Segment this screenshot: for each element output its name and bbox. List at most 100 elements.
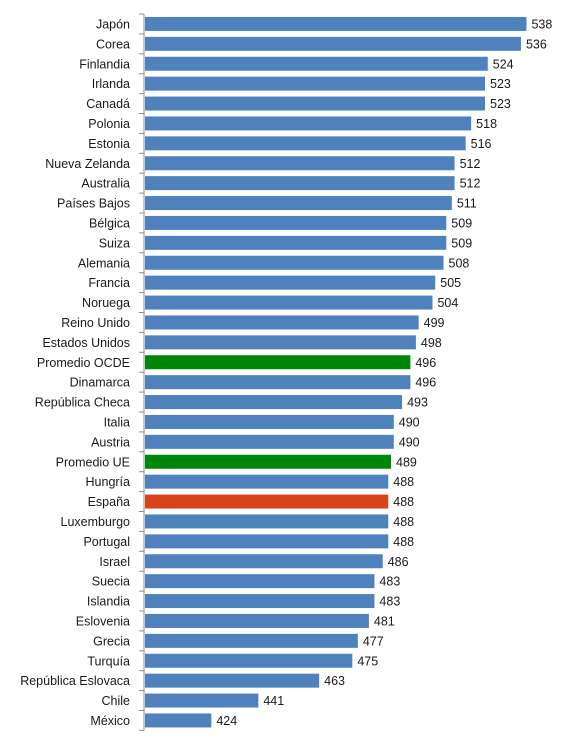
- bar-irlanda: [145, 76, 486, 91]
- category-label-noruega: Noruega: [82, 296, 130, 310]
- value-label-noruega: 504: [437, 296, 458, 310]
- bar-japon: [145, 16, 527, 31]
- category-label-nueva-zelanda: Nueva Zelanda: [45, 157, 130, 171]
- bar-polonia: [145, 116, 472, 131]
- category-label-estonia: Estonia: [88, 137, 130, 151]
- category-label-portugal: Portugal: [83, 535, 130, 549]
- value-label-alemania: 508: [449, 256, 470, 270]
- category-label-suiza: Suiza: [99, 236, 130, 250]
- category-label-espana: España: [88, 495, 130, 509]
- value-label-grecia: 477: [363, 634, 384, 648]
- value-label-irlanda: 523: [490, 77, 511, 91]
- value-labels: 538 536 524 523 523 518 516 512 512 511 509 509 508 5…: [216, 17, 552, 728]
- category-label-eslovenia: Eslovenia: [76, 614, 130, 628]
- bar-estonia: [145, 136, 466, 151]
- category-label-republica-eslovaca: República Eslovaca: [20, 674, 130, 688]
- bar-portugal: [145, 534, 389, 549]
- value-label-dinamarca: 496: [415, 376, 436, 390]
- category-label-turquia: Turquía: [87, 654, 130, 668]
- value-label-reino-unido: 499: [424, 316, 445, 330]
- bar-hungria: [145, 474, 389, 489]
- value-label-promedio-ue: 489: [396, 455, 417, 469]
- category-label-francia: Francia: [88, 276, 130, 290]
- value-label-chile: 441: [263, 694, 284, 708]
- value-label-japon: 538: [531, 17, 552, 31]
- value-label-islandia: 483: [379, 595, 400, 609]
- value-label-austria: 490: [399, 435, 420, 449]
- category-label-paises-bajos: Países Bajos: [57, 197, 130, 211]
- category-label-irlanda: Irlanda: [92, 77, 130, 91]
- bar-suiza: [145, 235, 447, 250]
- category-labels: Japón Corea Finlandia Irlanda Canadá Polonia E…: [20, 17, 130, 728]
- value-label-italia: 490: [399, 415, 420, 429]
- category-label-dinamarca: Dinamarca: [70, 376, 130, 390]
- category-label-canada: Canadá: [86, 97, 130, 111]
- value-label-espana: 488: [393, 495, 414, 509]
- bar-israel: [145, 554, 383, 569]
- category-label-hungria: Hungría: [86, 475, 131, 489]
- category-label-grecia: Grecia: [93, 634, 130, 648]
- value-label-luxemburgo: 488: [393, 515, 414, 529]
- category-label-israel: Israel: [99, 555, 130, 569]
- value-label-republica-checa: 493: [407, 396, 428, 410]
- bar-estados-unidos: [145, 335, 416, 350]
- category-label-suecia: Suecia: [92, 575, 130, 589]
- bar-italia: [145, 414, 394, 429]
- bar-australia: [145, 176, 455, 191]
- category-label-belgica: Bélgica: [89, 216, 130, 230]
- category-label-luxemburgo: Luxemburgo: [61, 515, 131, 529]
- value-label-belgica: 509: [451, 216, 472, 230]
- category-label-japon: Japón: [96, 17, 130, 31]
- bar-luxemburgo: [145, 514, 389, 529]
- bar-canada: [145, 96, 486, 111]
- category-label-alemania: Alemania: [78, 256, 130, 270]
- category-label-australia: Australia: [81, 177, 130, 191]
- bar-nueva-zelanda: [145, 156, 455, 171]
- bar-belgica: [145, 215, 447, 230]
- value-label-israel: 486: [388, 555, 409, 569]
- value-label-eslovenia: 481: [374, 614, 395, 628]
- bar-promedio-ocde: [145, 355, 411, 370]
- category-label-islandia: Islandia: [87, 595, 130, 609]
- value-label-suiza: 509: [451, 236, 472, 250]
- bar-francia: [145, 275, 436, 290]
- bar-corea: [145, 36, 521, 51]
- category-label-chile: Chile: [102, 694, 131, 708]
- y-axis: [139, 13, 145, 731]
- value-label-estados-unidos: 498: [421, 336, 442, 350]
- value-label-mexico: 424: [216, 714, 237, 728]
- category-label-estados-unidos: Estados Unidos: [42, 336, 130, 350]
- bar-eslovenia: [145, 613, 369, 628]
- bar-republica-eslovaca: [145, 673, 320, 688]
- category-label-reino-unido: Reino Unido: [61, 316, 130, 330]
- value-label-polonia: 518: [476, 117, 497, 131]
- bar-chile: [145, 693, 259, 708]
- value-label-nueva-zelanda: 512: [460, 157, 481, 171]
- value-label-suecia: 483: [379, 575, 400, 589]
- bar-dinamarca: [145, 375, 411, 390]
- bar-islandia: [145, 594, 375, 609]
- category-label-austria: Austria: [91, 435, 130, 449]
- bar-republica-checa: [145, 395, 403, 410]
- category-label-finlandia: Finlandia: [79, 57, 130, 71]
- value-label-corea: 536: [526, 37, 547, 51]
- category-label-promedio-ocde: Promedio OCDE: [37, 356, 130, 370]
- bar-espana: [145, 494, 389, 509]
- value-label-estonia: 516: [471, 137, 492, 151]
- bar-turquia: [145, 653, 353, 668]
- value-label-canada: 523: [490, 97, 511, 111]
- bar-noruega: [145, 295, 433, 310]
- category-label-mexico: México: [90, 714, 130, 728]
- bar-grecia: [145, 633, 358, 648]
- value-label-francia: 505: [440, 276, 461, 290]
- value-label-turquia: 475: [357, 654, 378, 668]
- bar-suecia: [145, 574, 375, 589]
- value-label-hungria: 488: [393, 475, 414, 489]
- value-label-promedio-ocde: 496: [415, 356, 436, 370]
- bars: [145, 16, 527, 728]
- value-label-finlandia: 524: [493, 57, 514, 71]
- category-label-promedio-ue: Promedio UE: [56, 455, 130, 469]
- value-label-republica-eslovaca: 463: [324, 674, 345, 688]
- bar-mexico: [145, 713, 212, 728]
